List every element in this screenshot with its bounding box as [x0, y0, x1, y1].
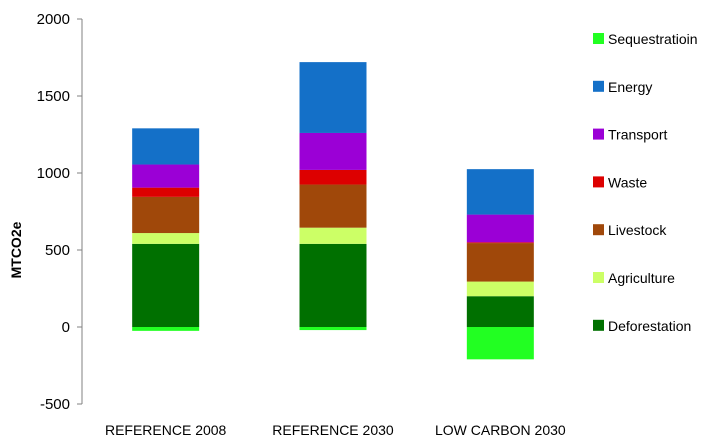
- legend-swatch: [593, 319, 604, 331]
- bar-segment-sequestratioin: [299, 327, 367, 331]
- bar-segment-livestock: [132, 196, 200, 234]
- y-tick-label: 500: [45, 242, 70, 259]
- legend-label: Transport: [608, 127, 668, 143]
- legend-label: Waste: [608, 174, 647, 190]
- bar-segment-waste: [466, 242, 534, 244]
- bar-segment-sequestratioin: [466, 327, 534, 360]
- legend-swatch: [593, 80, 604, 92]
- bar-segment-transport: [466, 214, 534, 243]
- y-axis-title: MTCO2e: [8, 221, 24, 278]
- legend-swatch: [593, 128, 604, 140]
- y-tick-label: -500: [40, 396, 70, 413]
- axes: -500 0 500 1000 1500 2000 MTCO2e REFERENCE 2008…: [8, 11, 566, 438]
- legend-swatch: [593, 33, 604, 44]
- legend: Sequestratioin Energy Transport Waste Livest…: [593, 31, 698, 334]
- bar-segment-deforestation: [466, 296, 534, 327]
- bar-segment-waste: [299, 169, 367, 185]
- bar-segment-agriculture: [466, 281, 534, 297]
- y-tick-label: 0: [62, 319, 70, 336]
- bar-segment-livestock: [299, 184, 367, 228]
- y-tick-label: 2000: [37, 11, 70, 28]
- bar-segment-transport: [132, 164, 200, 188]
- y-tick-label: 1500: [37, 88, 70, 105]
- legend-swatch: [593, 224, 604, 236]
- legend-swatch: [593, 176, 604, 188]
- bar-segment-agriculture: [299, 227, 367, 244]
- x-tick-label: LOW CARBON 2030: [435, 422, 566, 438]
- x-tick-label: REFERENCE 2008: [105, 422, 227, 438]
- legend-label: Energy: [608, 79, 652, 95]
- bar-segment-deforestation: [299, 243, 367, 327]
- bar-segment-waste: [132, 187, 200, 197]
- bar-segment-energy: [299, 62, 367, 133]
- bar-segment-sequestratioin: [132, 327, 200, 331]
- bar-segment-deforestation: [132, 243, 200, 327]
- legend-label: Agriculture: [608, 270, 675, 286]
- bar-segment-livestock: [466, 243, 534, 282]
- bar-segment-agriculture: [132, 233, 200, 244]
- bar-segment-energy: [466, 169, 534, 215]
- legend-label: Sequestratioin: [608, 31, 698, 47]
- x-tick-label: REFERENCE 2030: [272, 422, 394, 438]
- bars: [132, 62, 534, 360]
- y-tick-label: 1000: [37, 165, 70, 182]
- legend-label: Livestock: [608, 222, 667, 238]
- legend-label: Deforestation: [608, 318, 691, 334]
- bar-segment-energy: [132, 128, 200, 165]
- bar-segment-transport: [299, 132, 367, 170]
- legend-swatch: [593, 272, 604, 283]
